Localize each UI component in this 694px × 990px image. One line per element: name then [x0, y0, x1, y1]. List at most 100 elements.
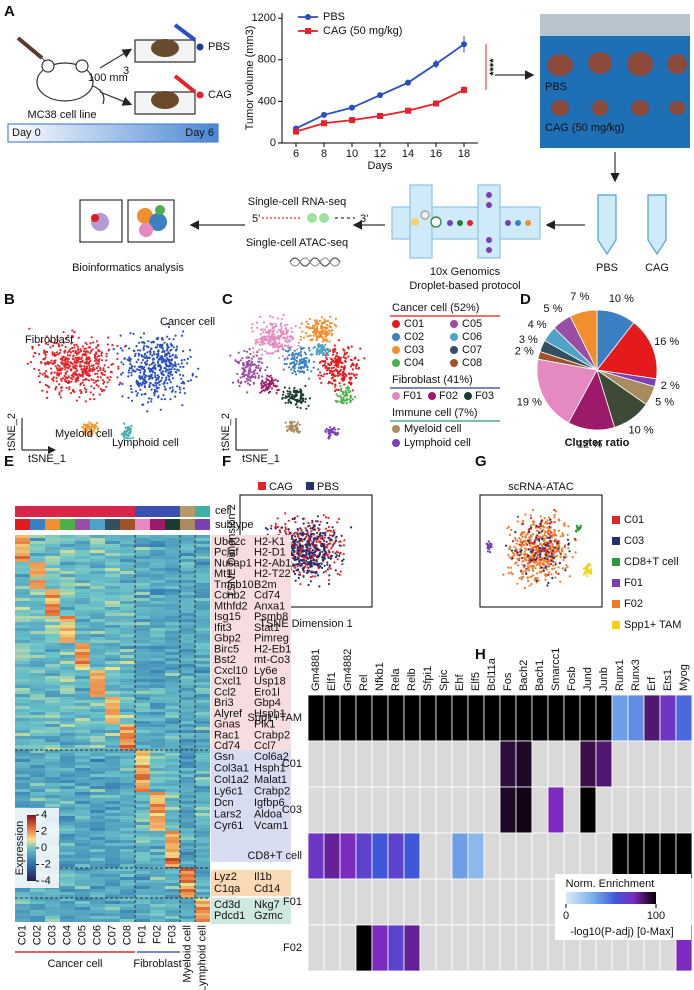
point [328, 534, 332, 537]
point [139, 336, 142, 339]
heatmap-cell [30, 583, 45, 586]
axis-arrow [21, 418, 54, 450]
point [332, 350, 335, 354]
point [314, 563, 317, 566]
point [325, 340, 328, 343]
heatmap-cell [150, 721, 165, 724]
point [290, 368, 293, 371]
point [110, 363, 113, 366]
heatmap-cell [165, 703, 180, 706]
heatmap-cell [150, 535, 165, 538]
heatmap-cell [60, 568, 75, 571]
heatmap-cell [30, 670, 45, 673]
point [272, 382, 275, 385]
point [535, 579, 538, 582]
point [343, 353, 346, 356]
point [152, 383, 155, 386]
point [295, 356, 299, 359]
heatmap-cell [90, 610, 105, 613]
point [523, 547, 527, 550]
heatmap-cell [180, 697, 195, 700]
heatmap-cell [150, 718, 165, 721]
point [342, 396, 345, 399]
heatmap-cell [180, 565, 195, 568]
heatmap-cell [75, 786, 90, 789]
point [294, 370, 297, 373]
heatmap-cell [150, 688, 165, 691]
heatmap-cell [75, 586, 90, 589]
point [191, 372, 194, 375]
point [182, 365, 185, 368]
slice-label: 5 % [543, 303, 562, 315]
heatmap-cell [75, 742, 90, 745]
point [164, 370, 167, 373]
point [133, 365, 136, 368]
point [130, 371, 133, 374]
point [267, 382, 271, 385]
point [319, 361, 322, 364]
point [85, 365, 89, 368]
point [318, 553, 321, 556]
heatmap-cell [45, 556, 60, 559]
point [56, 371, 59, 374]
heatmap-cell [60, 759, 75, 762]
heatmap-cell [195, 577, 210, 580]
point [327, 556, 330, 559]
heatmap-cell [180, 619, 195, 622]
point [523, 550, 526, 553]
heatmap-cell [195, 706, 210, 709]
heatmap-cell [90, 550, 105, 553]
point [261, 336, 264, 339]
heatmap-cell [45, 670, 60, 673]
heatmap-cell [195, 721, 210, 724]
point [136, 392, 139, 395]
point [328, 574, 331, 577]
heatmap-cell [150, 703, 165, 706]
heatmap-cell [30, 673, 45, 676]
point [336, 395, 339, 398]
heatmap-cell [150, 733, 165, 736]
point [71, 335, 74, 338]
point [295, 428, 298, 431]
heatmap-cell [75, 601, 90, 604]
legend-title: Cancer cell (52%) [392, 302, 479, 314]
point [549, 522, 552, 525]
point [551, 534, 555, 537]
point [151, 377, 154, 380]
heatmap-cell [60, 550, 75, 553]
point [299, 326, 302, 329]
point [274, 350, 277, 353]
point [329, 557, 333, 560]
heatmap-cell [60, 658, 75, 661]
heatmap-cell [150, 658, 165, 661]
point [305, 550, 308, 553]
point [71, 378, 74, 381]
heatmap-cell [15, 750, 30, 753]
point [294, 558, 298, 561]
heatmap-cell [30, 756, 45, 759]
point [334, 348, 337, 351]
point [278, 529, 281, 532]
point [518, 557, 521, 560]
heatmap-cell [105, 753, 120, 756]
heatmap-cell [75, 718, 90, 721]
point [566, 533, 569, 536]
point [88, 367, 91, 370]
point [142, 332, 146, 335]
point [341, 374, 344, 377]
point [507, 572, 510, 575]
point [521, 535, 524, 539]
heatmap-cell [150, 745, 165, 748]
point [528, 561, 532, 564]
point [527, 528, 530, 531]
heatmap-cell [60, 679, 75, 682]
slice-label: 2 % [661, 380, 680, 392]
point [532, 569, 535, 573]
heatmap-cell [120, 739, 135, 742]
point [68, 388, 71, 391]
slice-label: 10 % [609, 293, 634, 305]
heatmap-cell [90, 756, 105, 759]
heatmap-cell [15, 631, 30, 634]
annotation-cell [120, 519, 135, 530]
heatmap-cell [15, 604, 30, 607]
